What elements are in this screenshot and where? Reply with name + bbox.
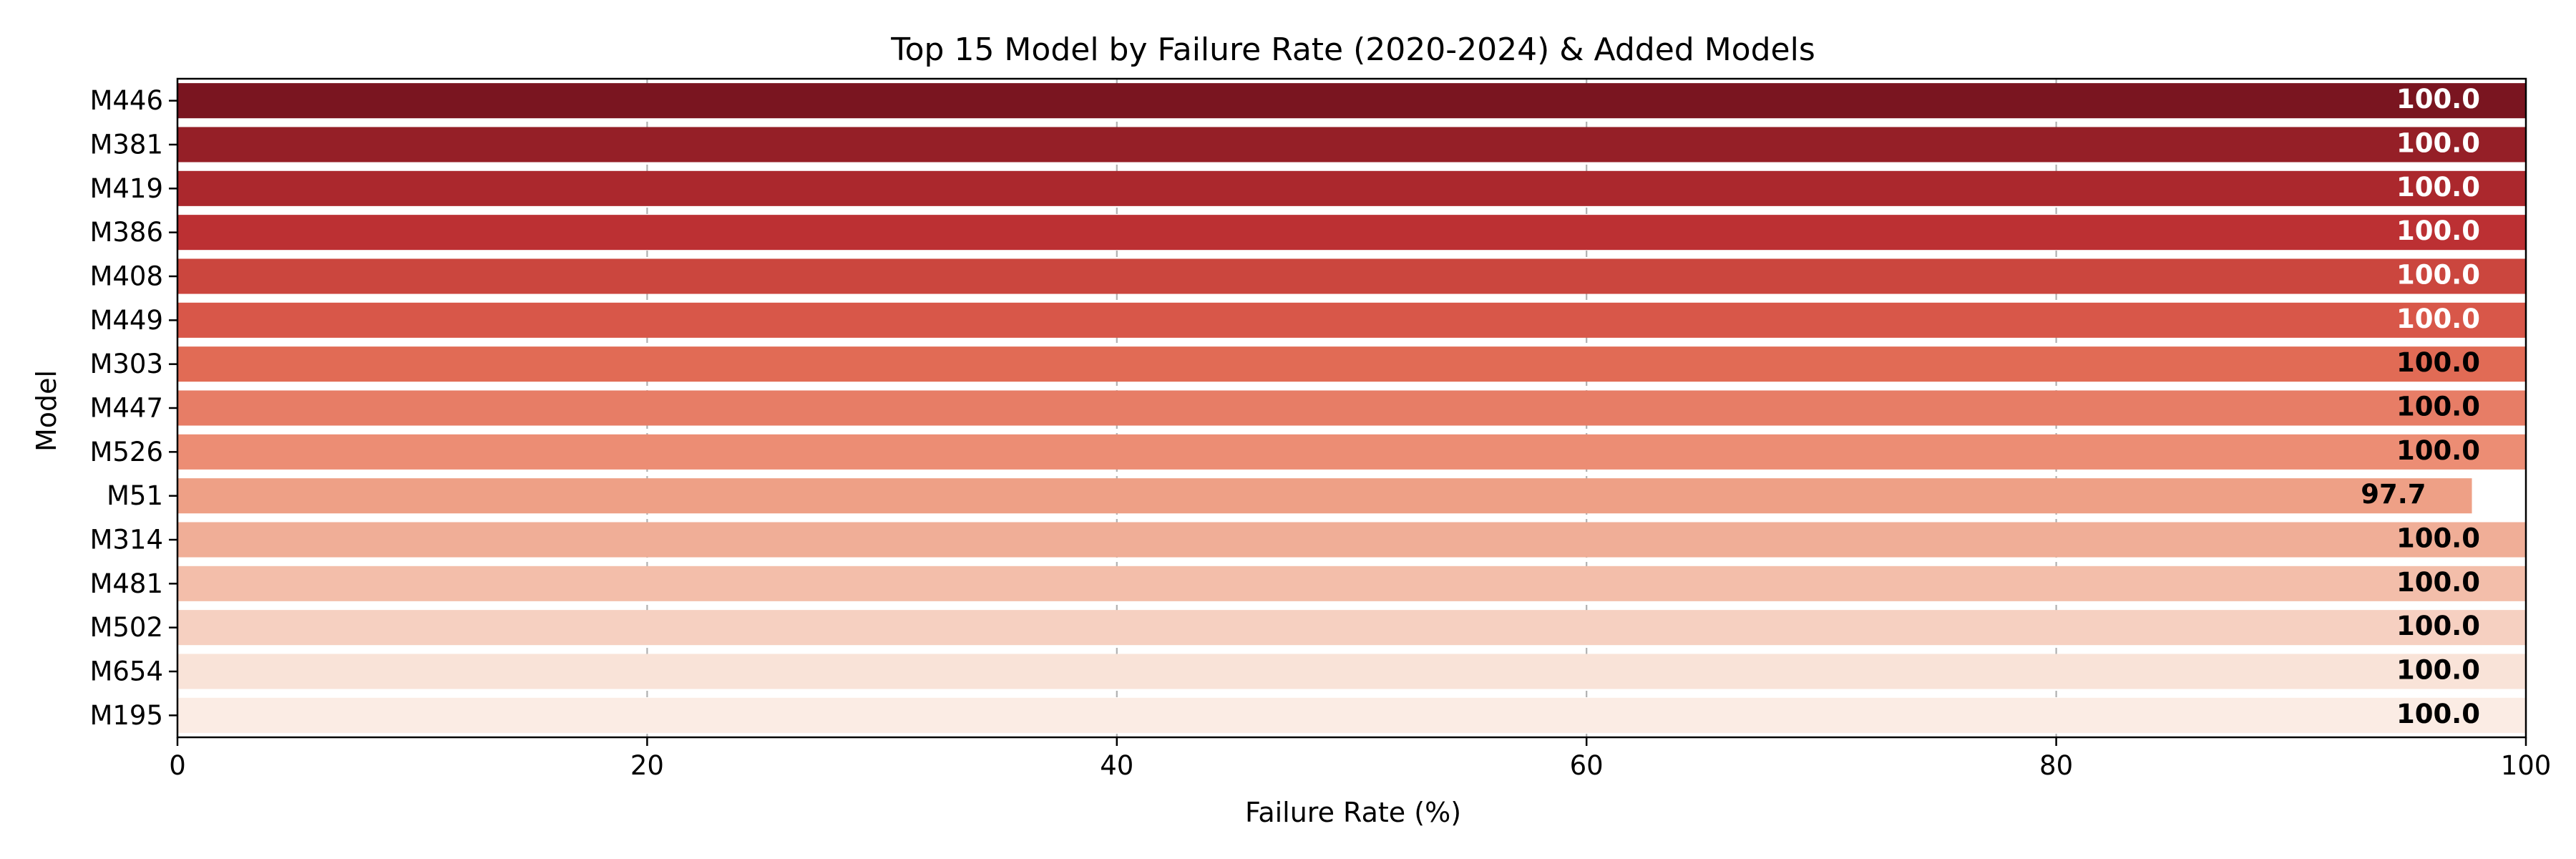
bar-value-label: 100.0	[2396, 84, 2480, 115]
bar	[177, 127, 2526, 162]
y-tick-label: M314	[89, 525, 163, 555]
y-tick-label: M386	[89, 217, 163, 248]
bar	[177, 434, 2526, 470]
x-tick-label: 60	[1570, 750, 1604, 781]
y-axis-label: Model	[31, 370, 62, 452]
x-axis-ticks: 0 20 40 60 80 100	[169, 737, 2551, 781]
y-tick-label: M446	[89, 85, 163, 116]
bar-value-label: 100.0	[2396, 128, 2480, 159]
y-tick-label: M381	[89, 130, 163, 160]
data-labels: 100.0 100.0 100.0 100.0 100.0 100.0 100.0 100.0…	[2361, 84, 2480, 729]
bar-value-label: 100.0	[2396, 215, 2480, 246]
bar-value-label: 100.0	[2396, 172, 2480, 203]
y-tick-label: M195	[89, 700, 163, 731]
y-tick-label: M502	[89, 612, 163, 643]
bar	[177, 258, 2526, 294]
bar	[177, 697, 2526, 733]
bar-value-label: 100.0	[2396, 523, 2480, 554]
y-tick-label: M449	[89, 305, 163, 336]
y-tick-label: M303	[89, 349, 163, 379]
bar	[177, 610, 2526, 646]
y-tick-label: M51	[107, 480, 163, 511]
bar	[177, 478, 2472, 514]
bars	[177, 83, 2526, 733]
bar	[177, 522, 2526, 558]
bar-value-label: 100.0	[2396, 304, 2480, 334]
x-tick-label: 20	[630, 750, 664, 781]
bar-value-label: 100.0	[2396, 611, 2480, 641]
bar	[177, 215, 2526, 251]
y-axis-ticks: M446 M381 M419 M386 M408 M449 M303 M447 M526 M51 M…	[89, 85, 177, 731]
chart-title: Top 15 Model by Failure Rate (2020-2024)…	[890, 31, 1815, 68]
bar-value-label: 100.0	[2396, 435, 2480, 466]
bar	[177, 170, 2526, 206]
bar	[177, 302, 2526, 338]
bar-value-label: 97.7	[2361, 479, 2426, 510]
x-tick-label: 80	[2039, 750, 2073, 781]
bar-value-label: 100.0	[2396, 260, 2480, 291]
bar-value-label: 100.0	[2396, 655, 2480, 686]
bar	[177, 566, 2526, 601]
x-tick-label: 40	[1100, 750, 1133, 781]
bar-value-label: 100.0	[2396, 699, 2480, 729]
y-tick-label: M654	[89, 656, 163, 687]
y-tick-label: M408	[89, 261, 163, 292]
bar	[177, 83, 2526, 119]
x-tick-label: 0	[169, 750, 186, 781]
y-tick-label: M447	[89, 393, 163, 424]
x-axis-label: Failure Rate (%)	[1245, 797, 1461, 828]
x-tick-label: 100	[2501, 750, 2552, 781]
y-tick-label: M526	[89, 437, 163, 467]
bar	[177, 390, 2526, 426]
bar-value-label: 100.0	[2396, 347, 2480, 378]
bar	[177, 654, 2526, 689]
bar-value-label: 100.0	[2396, 567, 2480, 598]
y-tick-label: M481	[89, 568, 163, 599]
y-tick-label: M419	[89, 173, 163, 204]
bar-value-label: 100.0	[2396, 392, 2480, 422]
bar	[177, 346, 2526, 382]
